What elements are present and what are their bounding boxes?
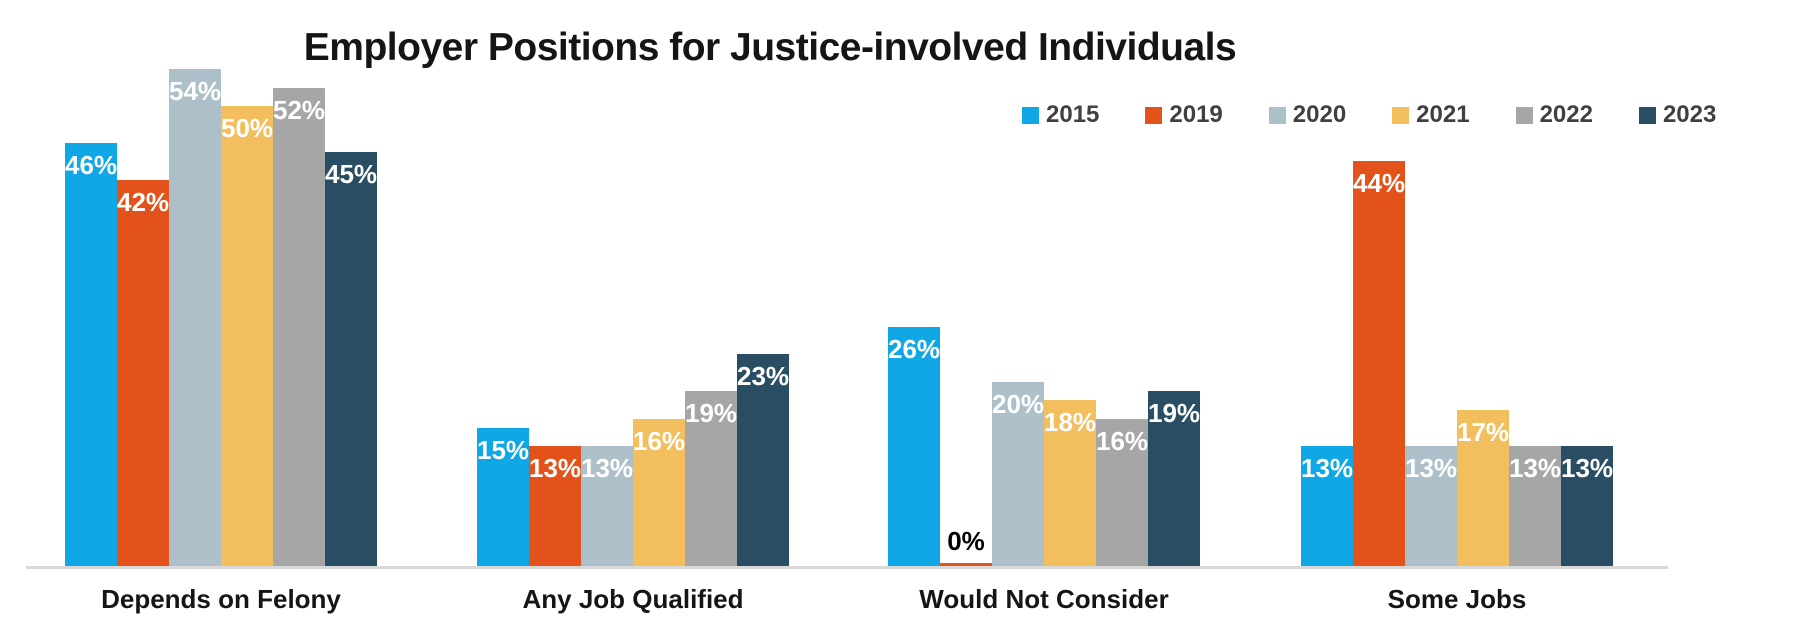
bar-value-label: 46% (65, 150, 118, 180)
bar-2015-would-not-consider: 26% (888, 327, 940, 566)
bar-value-label: 50% (221, 113, 274, 143)
bar-value-label: 13% (1509, 453, 1562, 483)
bar-2015-any-job-qualified: 15% (477, 428, 529, 566)
legend-item-2015: 2015 (1022, 101, 1099, 129)
bar-2019-would-not-consider: 0% (940, 526, 992, 566)
legend-label: 2022 (1539, 101, 1593, 128)
bar-value-label: 19% (685, 398, 738, 428)
bar-value-label: 54% (169, 76, 222, 106)
plot-area: 46% 42% 54% 50% 52% 45% 15% 13% 13% 16% 19% 23% 26% 0… (65, 69, 1613, 566)
bar-2021-depends-on-felony: 50% (221, 106, 273, 566)
legend-item-2022: 2022 (1515, 101, 1593, 129)
bar-2022-depends-on-felony: 52% (273, 88, 325, 566)
bar-value-label: 18% (1044, 407, 1097, 437)
bar-2020-some-jobs: 13% (1405, 446, 1457, 566)
legend-label: 2021 (1416, 101, 1470, 128)
bar-value-label: 15% (477, 435, 530, 465)
legend: 2015 2019 2020 2021 2022 2023 (1022, 101, 1716, 129)
bar-2015-some-jobs: 13% (1301, 446, 1353, 566)
category-label-depends-on-felony: Depends on Felony (101, 584, 341, 614)
bar-2022-any-job-qualified: 19% (685, 391, 737, 566)
legend-swatch-2023 (1638, 106, 1656, 124)
category-label-some-jobs: Some Jobs (1387, 584, 1527, 614)
bar-2015-depends-on-felony: 46% (65, 143, 117, 566)
bar-2020-would-not-consider: 20% (992, 382, 1044, 566)
bar-value-label: 52% (273, 95, 326, 125)
legend-item-2021: 2021 (1392, 101, 1470, 129)
bar-2019-depends-on-felony: 42% (117, 180, 169, 566)
chart-title: Employer Positions for Justice-involved … (303, 26, 1237, 69)
legend-item-2023: 2023 (1638, 101, 1717, 129)
bar-value-label: 19% (1148, 398, 1201, 428)
bar-value-label: 44% (1353, 168, 1406, 198)
legend-swatch-2019 (1145, 106, 1163, 124)
bar-value-label: 26% (888, 334, 941, 364)
legend-item-2019: 2019 (1145, 101, 1223, 129)
bar-2023-would-not-consider: 19% (1148, 391, 1200, 566)
bar-value-label: 23% (737, 361, 790, 391)
bar-value-label: 0% (947, 526, 985, 556)
legend-label: 2015 (1046, 101, 1100, 128)
bar-value-label: 20% (992, 389, 1045, 419)
legend-label: 2023 (1662, 101, 1717, 128)
legend-swatch-2015 (1022, 106, 1039, 124)
bar-2019-any-job-qualified: 13% (529, 446, 581, 566)
bar-value-label: 16% (633, 426, 686, 456)
bar-value-label: 13% (1405, 453, 1458, 483)
legend-swatch-2020 (1268, 106, 1286, 124)
legend-label: 2019 (1169, 101, 1223, 128)
bar-2021-some-jobs: 17% (1457, 410, 1509, 566)
bar-value-label: 13% (581, 453, 634, 483)
bar-value-label: 16% (1096, 426, 1149, 456)
bar-value-label: 13% (1301, 453, 1354, 483)
bar-value-label: 13% (1561, 453, 1614, 483)
category-label-any-job-qualified: Any Job Qualified (522, 584, 744, 614)
legend-swatch-2022 (1515, 106, 1533, 124)
bar-2023-any-job-qualified: 23% (737, 354, 789, 566)
legend-swatch-2021 (1392, 106, 1410, 124)
bar-2022-would-not-consider: 16% (1096, 419, 1148, 566)
category-label-would-not-consider: Would Not Consider (919, 584, 1169, 614)
bar-value-label: 13% (529, 453, 582, 483)
legend-label: 2020 (1292, 101, 1347, 128)
bar-2021-any-job-qualified: 16% (633, 419, 685, 566)
bar-value-label: 42% (117, 187, 170, 217)
bar-2020-any-job-qualified: 13% (581, 446, 633, 566)
bar-2019-some-jobs: 44% (1353, 161, 1405, 566)
legend-item-2020: 2020 (1268, 101, 1347, 129)
bar-2023-depends-on-felony: 45% (325, 152, 377, 566)
x-axis-line (26, 566, 1668, 569)
bar-value-label: 17% (1457, 417, 1510, 447)
bar-2020-depends-on-felony: 54% (169, 69, 221, 566)
bar-2023-some-jobs: 13% (1561, 446, 1613, 566)
bar-2021-would-not-consider: 18% (1044, 400, 1096, 566)
bar-2022-some-jobs: 13% (1509, 446, 1561, 566)
bar-value-label: 45% (325, 159, 378, 189)
